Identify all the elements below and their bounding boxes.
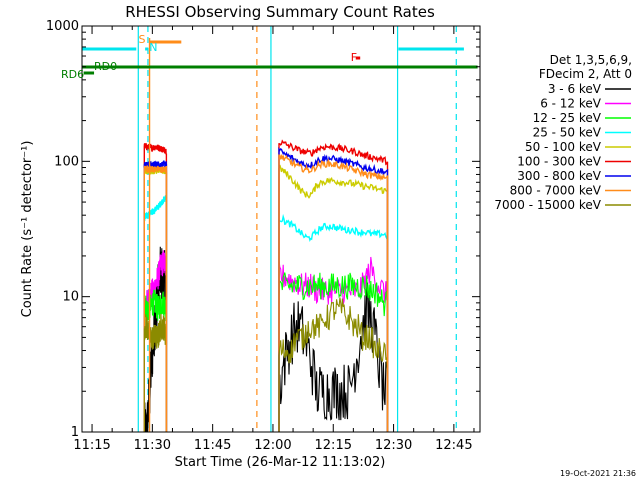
series-12-25-kev-seg1 <box>278 272 389 432</box>
marker-label-f: F <box>351 51 357 64</box>
series-7000-15000-kev-seg0 <box>143 313 167 432</box>
marker-label-rd0: RD0 <box>94 60 117 73</box>
x-tick-label: 12:30 <box>375 438 412 453</box>
x-tick-label: 11:45 <box>194 438 231 453</box>
x-tick-label: 11:15 <box>73 438 110 453</box>
legend-entry-label: 7000 - 15000 keV <box>494 198 601 212</box>
legend-entry-label: 3 - 6 keV <box>548 82 602 96</box>
x-tick-label: 11:30 <box>134 438 171 453</box>
series-800-7000-kev-seg1 <box>278 153 389 432</box>
series-100-300-kev-seg0 <box>143 143 168 432</box>
x-tick-label: 12:00 <box>254 438 291 453</box>
legend-entry-label: 100 - 300 keV <box>517 155 601 169</box>
series-12-25-kev-seg0 <box>143 289 167 432</box>
series-50-100-kev-seg1 <box>278 164 389 432</box>
y-tick-label: 1 <box>71 425 79 440</box>
series-800-7000-kev-seg0 <box>143 164 168 432</box>
y-tick-label: 100 <box>54 154 79 169</box>
marker-label-s: S <box>139 33 146 46</box>
y-tick-label: 1000 <box>46 19 79 34</box>
x-tick-label: 12:45 <box>435 438 472 453</box>
series-7000-15000-kev-seg1 <box>278 297 389 432</box>
x-tick-label: 12:15 <box>315 438 352 453</box>
legend-entry-label: 6 - 12 keV <box>540 97 602 111</box>
footer-timestamp: 19-Oct-2021 21:36 <box>560 469 636 478</box>
legend-entry-label: 12 - 25 keV <box>533 111 602 125</box>
x-axis-label: Start Time (26-Mar-12 11:13:02) <box>175 455 386 470</box>
y-tick-label: 10 <box>62 290 79 305</box>
legend-header-line: FDecim 2, Att 0 <box>539 67 632 81</box>
y-axis-label: Count Rate (s⁻¹ detector⁻¹) <box>20 141 35 318</box>
marker-label-n: N <box>149 41 157 54</box>
legend-entry-label: 300 - 800 keV <box>517 169 601 183</box>
legend-header-line: Det 1,3,5,6,9, <box>550 53 632 67</box>
series-100-300-kev-seg1 <box>278 139 389 432</box>
plot-frame <box>81 25 481 433</box>
legend-entry-label: 50 - 100 keV <box>525 140 602 154</box>
series-6-12-kev-seg1 <box>278 256 389 432</box>
series-25-50-kev-seg0 <box>143 195 168 432</box>
series-25-50-kev-seg1 <box>278 213 389 432</box>
legend-entry-label: 25 - 50 keV <box>533 126 602 140</box>
marker-label-rd6: RD6 <box>61 68 84 81</box>
series-3-6-kev-seg1 <box>278 282 389 432</box>
legend-entry-label: 800 - 7000 keV <box>510 184 602 198</box>
chart-title: RHESSI Observing Summary Count Rates <box>125 3 435 21</box>
